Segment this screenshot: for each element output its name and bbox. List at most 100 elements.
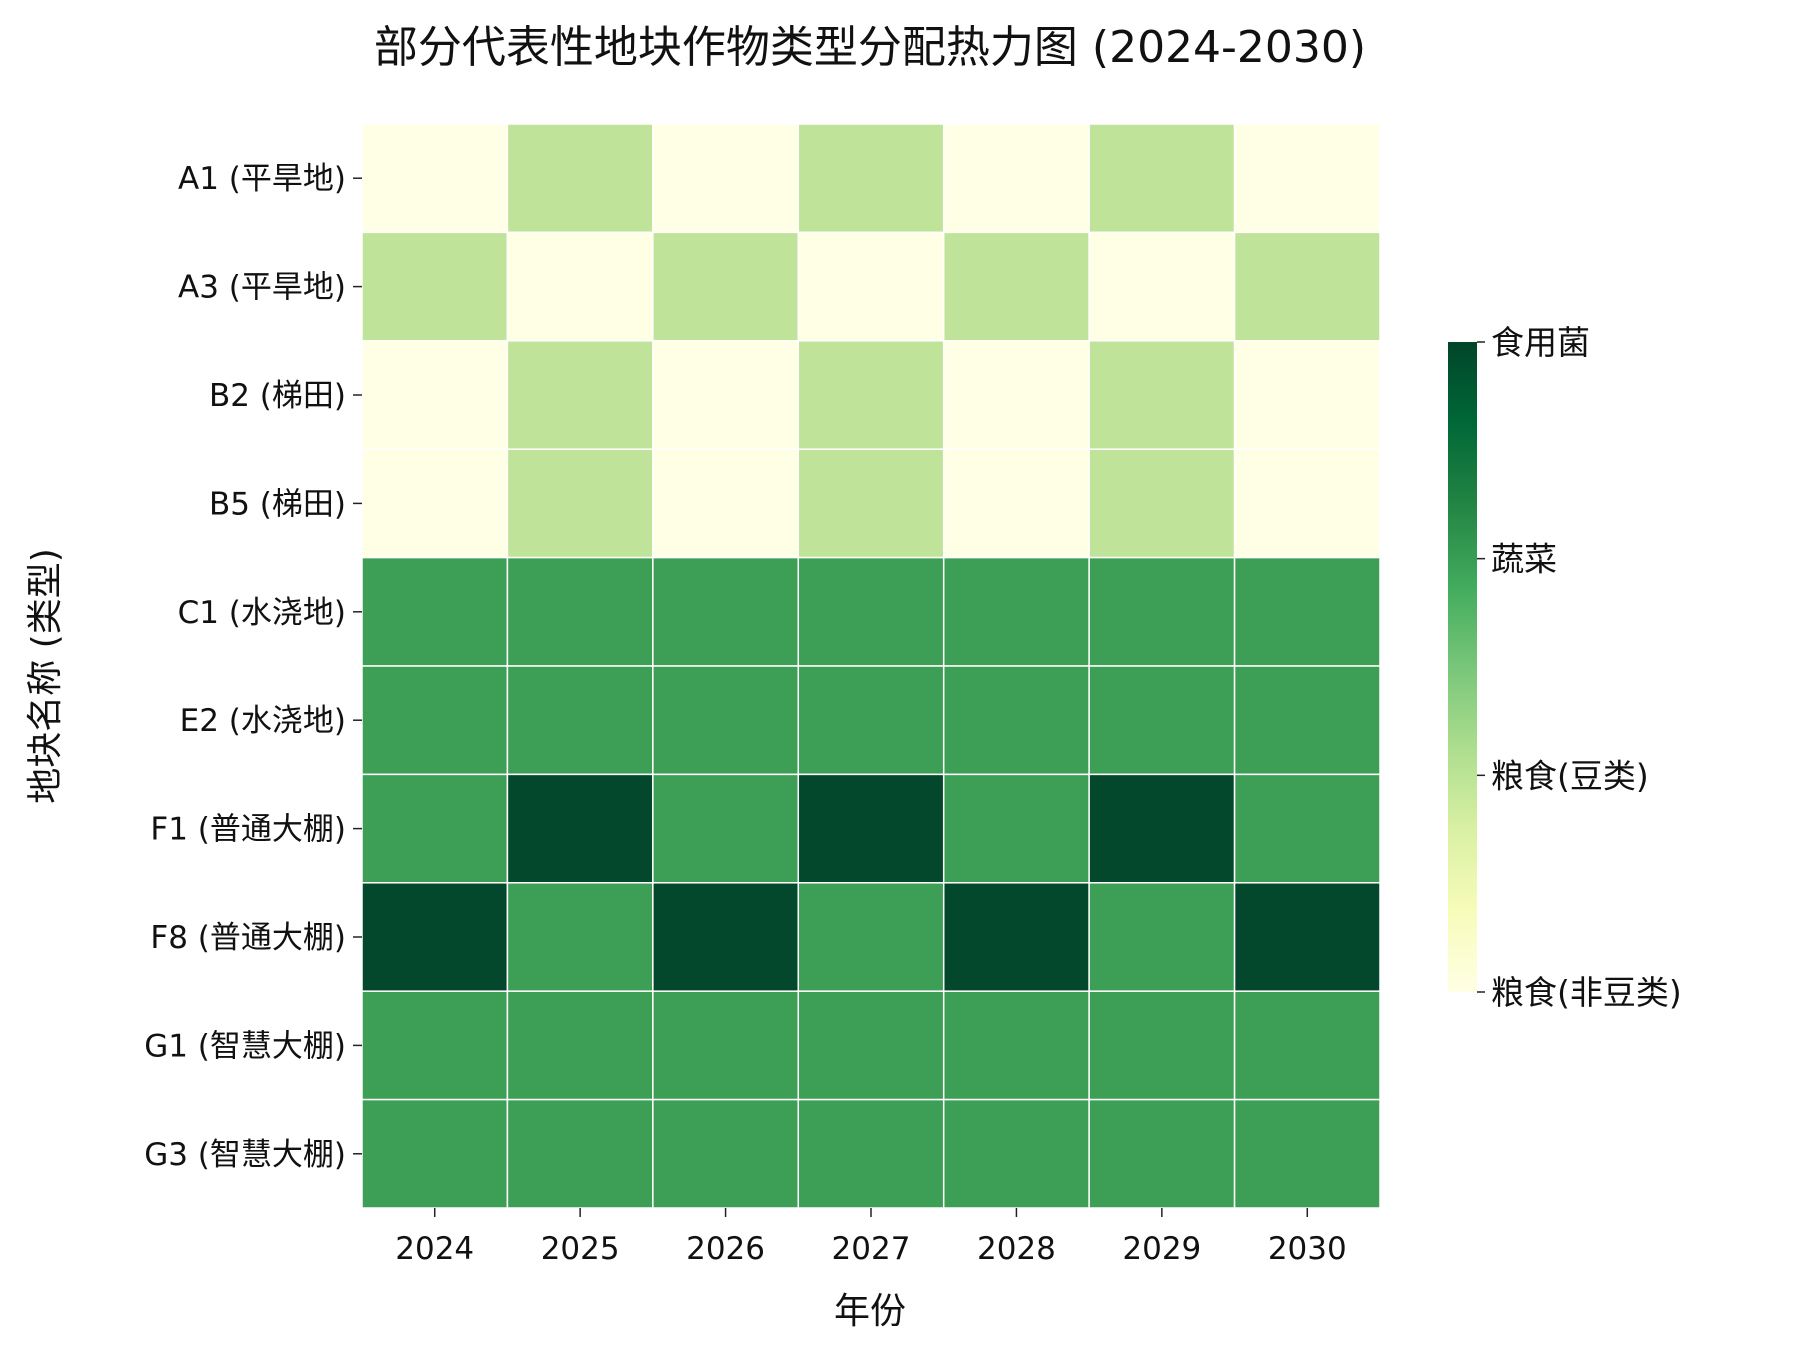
heatmap-cell: [361, 340, 509, 450]
colorbar: 粮食(非豆类) 粮食(豆类) 蔬菜 食用菌: [1448, 323, 1682, 1012]
heatmap-cell: [942, 1098, 1090, 1209]
heatmap-cell: [797, 448, 945, 559]
heatmap-cell: [1088, 340, 1236, 450]
heatmap-cell: [361, 773, 509, 884]
heatmap-cell: [1088, 665, 1236, 776]
x-tick-label: 2028: [977, 1231, 1056, 1267]
heatmap-cell: [942, 123, 1090, 234]
heatmap-cell: [361, 882, 509, 992]
y-tick-label: G3 (智慧大棚): [144, 1137, 346, 1173]
heatmap-cell: [1233, 990, 1381, 1101]
heatmap-cell: [1233, 340, 1381, 450]
colorbar-tick-label: 粮食(豆类): [1491, 756, 1649, 795]
heatmap-cell: [1233, 882, 1381, 992]
y-tick-label: A1 (平旱地): [178, 161, 346, 197]
heatmap-cell: [797, 882, 945, 992]
heatmap-cell: [797, 773, 945, 884]
colorbar-ticks: 粮食(非豆类) 粮食(豆类) 蔬菜 食用菌: [1477, 323, 1682, 1012]
heatmap-cell: [1088, 882, 1236, 992]
chart-title: 部分代表性地块作物类型分配热力图 (2024-2030): [374, 22, 1366, 73]
y-tick-label: G1 (智慧大棚): [144, 1028, 346, 1064]
heatmap-cell: [1233, 231, 1381, 342]
heatmap-cell: [361, 556, 509, 667]
y-tick-label: B5 (梯田): [209, 486, 346, 522]
heatmap-cell: [652, 231, 800, 342]
heatmap-cell: [506, 340, 654, 450]
heatmap-cell: [506, 1098, 654, 1209]
heatmap-cells: [361, 123, 1381, 1209]
heatmap-cell: [1088, 231, 1236, 342]
heatmap-cell: [506, 773, 654, 884]
y-tick-label: F8 (普通大棚): [150, 920, 346, 956]
colorbar-tick-label: 粮食(非豆类): [1491, 973, 1682, 1012]
heatmap-cell: [652, 123, 800, 234]
y-tick-label: C1 (水浇地): [178, 595, 346, 631]
heatmap-cell: [652, 1098, 800, 1209]
heatmap-cell: [1233, 773, 1381, 884]
heatmap-cell: [361, 665, 509, 776]
heatmap-cell: [361, 990, 509, 1101]
heatmap-cell: [361, 123, 509, 234]
heatmap-cell: [506, 448, 654, 559]
heatmap-cell: [942, 882, 1090, 992]
heatmap-cell: [942, 448, 1090, 559]
heatmap-cell: [942, 665, 1090, 776]
heatmap-cell: [1233, 556, 1381, 667]
x-tick-label: 2030: [1268, 1231, 1347, 1267]
x-axis-title: 年份: [834, 1291, 906, 1332]
heatmap-cell: [797, 665, 945, 776]
heatmap-cell: [506, 231, 654, 342]
heatmap-cell: [506, 882, 654, 992]
colorbar-tick-label: 食用菌: [1491, 323, 1590, 362]
heatmap-cell: [361, 448, 509, 559]
heatmap-cell: [652, 990, 800, 1101]
heatmap-cell: [652, 340, 800, 450]
heatmap-cell: [1088, 990, 1236, 1101]
x-tick-label: 2025: [541, 1231, 620, 1267]
heatmap-cell: [506, 665, 654, 776]
heatmap-cell: [652, 882, 800, 992]
heatmap-cell: [1233, 448, 1381, 559]
heatmap-cell: [1088, 1098, 1236, 1209]
heatmap-cell: [942, 231, 1090, 342]
heatmap-cell: [797, 556, 945, 667]
colorbar-tick-label: 蔬菜: [1491, 540, 1557, 579]
heatmap-cell: [652, 773, 800, 884]
heatmap-cell: [797, 231, 945, 342]
heatmap-cell: [506, 990, 654, 1101]
heatmap-cell: [1233, 665, 1381, 776]
heatmap-cell: [652, 448, 800, 559]
heatmap-cell: [942, 773, 1090, 884]
heatmap-cell: [506, 556, 654, 667]
y-tick-label: F1 (普通大棚): [150, 812, 346, 848]
x-tick-label: 2026: [686, 1231, 765, 1267]
heatmap-cell: [506, 123, 654, 234]
heatmap-cell: [942, 340, 1090, 450]
heatmap-cell: [797, 123, 945, 234]
x-tick-label: 2024: [395, 1231, 474, 1267]
heatmap-cell: [1088, 773, 1236, 884]
x-axis-ticks: 2024 2025 2026 2027 2028 2029 2030: [395, 1208, 1347, 1267]
heatmap-cell: [1233, 1098, 1381, 1209]
heatmap-cell: [652, 665, 800, 776]
heatmap-cell: [1088, 123, 1236, 234]
heatmap-cell: [1233, 123, 1381, 234]
y-tick-label: A3 (平旱地): [178, 270, 346, 306]
y-axis-title: 地块名称 (类型): [25, 548, 66, 804]
colorbar-gradient: [1448, 342, 1477, 992]
y-axis-ticks: A1 (平旱地) A3 (平旱地) B2 (梯田) B5 (梯田) C1 (水浇地) E2…: [144, 161, 362, 1173]
heatmap-cell: [942, 556, 1090, 667]
heatmap-cell: [361, 231, 509, 342]
heatmap-cell: [1088, 556, 1236, 667]
heatmap-cell: [797, 1098, 945, 1209]
x-tick-label: 2029: [1122, 1231, 1201, 1267]
heatmap-cell: [1088, 448, 1236, 559]
heatmap-cell: [361, 1098, 509, 1209]
y-tick-label: E2 (水浇地): [180, 703, 346, 739]
heatmap-cell: [797, 340, 945, 450]
heatmap-cell: [942, 990, 1090, 1101]
heatmap-cell: [652, 556, 800, 667]
x-tick-label: 2027: [832, 1231, 911, 1267]
y-tick-label: B2 (梯田): [209, 378, 346, 414]
